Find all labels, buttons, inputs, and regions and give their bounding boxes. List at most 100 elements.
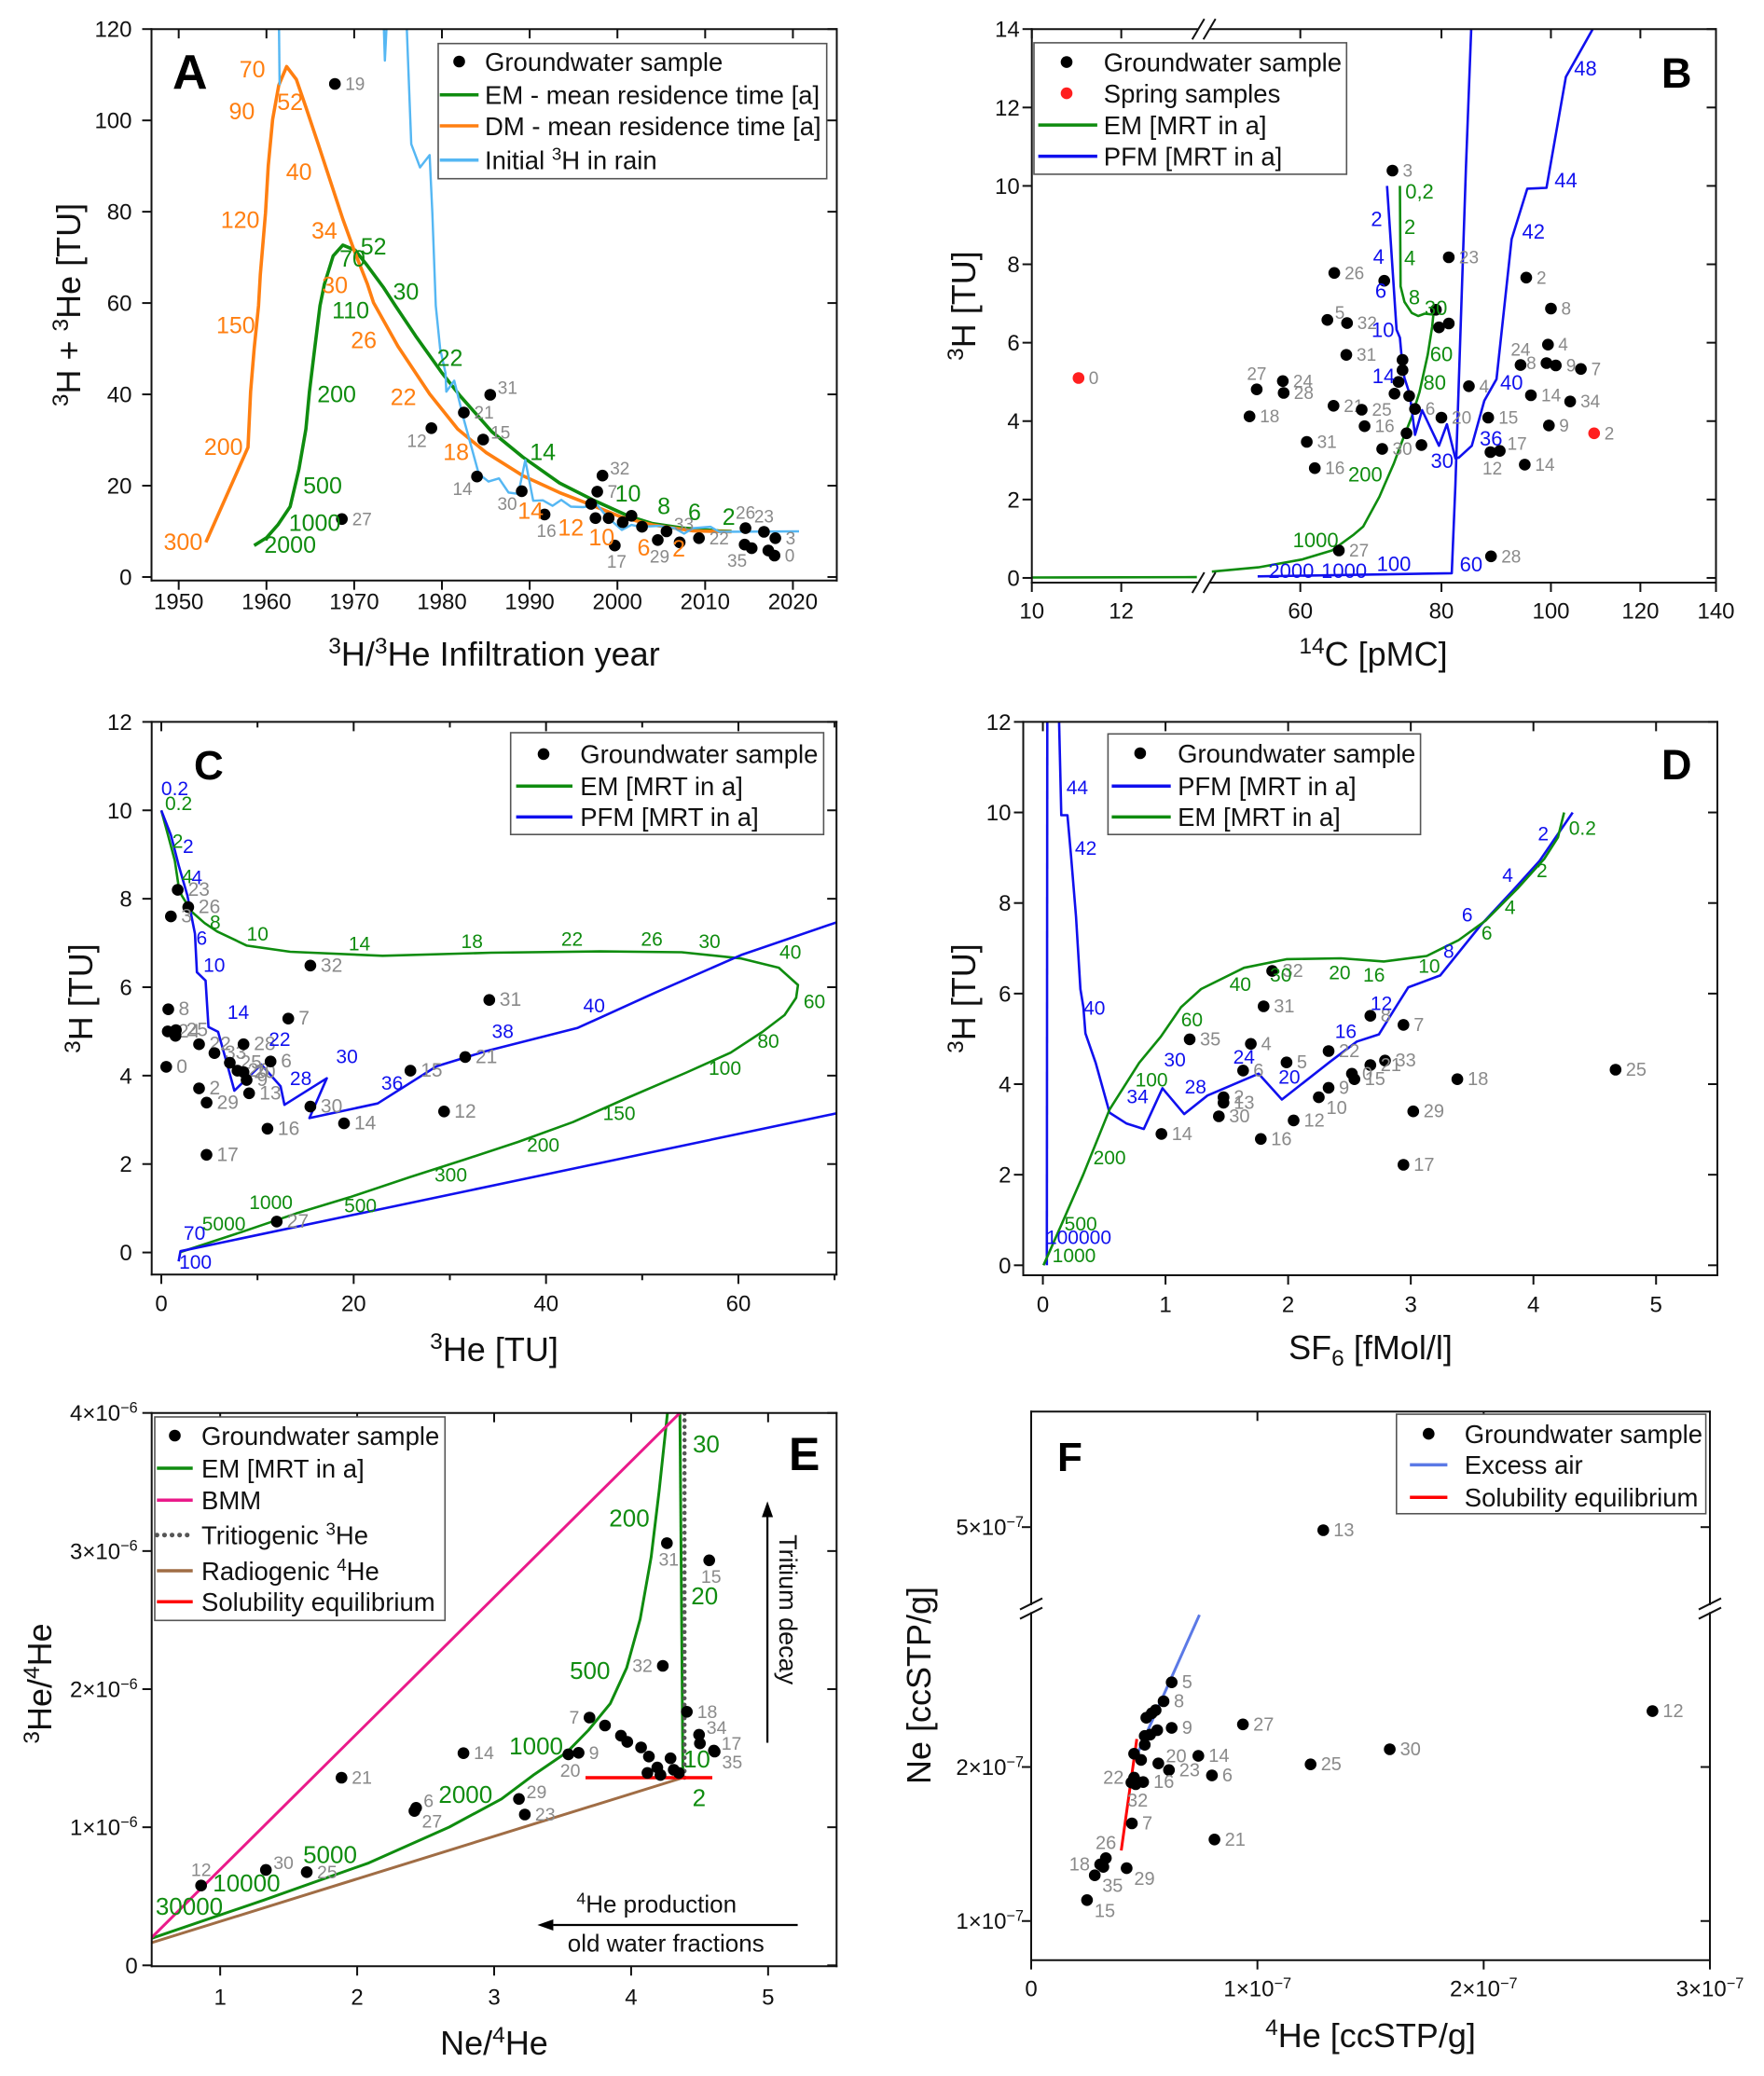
data-point-label: 31: [1274, 997, 1294, 1017]
data-point: [1121, 1862, 1133, 1875]
data-point: [1386, 164, 1399, 177]
curve-label: 2: [1537, 860, 1548, 882]
data-point: [1277, 387, 1290, 399]
data-point: [1328, 267, 1341, 280]
legend-label: PFM [MRT in a]: [1178, 772, 1357, 801]
data-point: [1433, 321, 1445, 334]
data-point-label: 12: [191, 1861, 212, 1881]
curve-label: 100: [1136, 1070, 1168, 1092]
data-point: [745, 542, 758, 555]
axis-break-mark: [1191, 18, 1206, 40]
legend-label: DM - mean residence time [a]: [485, 112, 821, 141]
data-point: [626, 510, 638, 522]
data-point-label: 25: [1626, 1060, 1647, 1080]
text-segment: 1×10: [956, 1909, 1006, 1934]
text-segment: He [ccSTP/g]: [1278, 2016, 1476, 2055]
axes-frame: [1019, 1410, 1722, 1970]
x-axis-title: 14C [pMC]: [1299, 634, 1447, 673]
text-segment: −6: [120, 1400, 138, 1417]
text-segment: 3: [20, 1731, 45, 1744]
data-point-label: 17: [1508, 435, 1527, 455]
curve-label: 28: [290, 1068, 311, 1090]
data-point-label: 20: [1165, 1747, 1186, 1767]
text-segment: Solubility equilibrium: [201, 1588, 435, 1616]
x-axis-title: SF6 [fMol/l]: [1289, 1328, 1453, 1371]
x-tick-label: 1990: [504, 590, 554, 615]
text-segment: Radiogenic: [201, 1557, 337, 1586]
text-segment: He/: [21, 1679, 59, 1731]
legend-label: Solubility equilibrium: [1465, 1483, 1699, 1512]
x-tick-label: 40: [533, 1292, 558, 1317]
text-segment: 2×10: [956, 1755, 1006, 1780]
data-point-label: 26: [736, 504, 755, 524]
data-point-label: 30: [497, 495, 517, 515]
text-segment: −6: [120, 1676, 138, 1693]
data-point-label: 35: [1200, 1029, 1220, 1050]
pfm-curve: [159, 809, 837, 1262]
text-segment: 3: [325, 1519, 335, 1539]
x-tick-label: 4: [625, 1985, 637, 2010]
x-tick-label: 10: [1019, 599, 1044, 625]
y-tick-label: 6: [119, 976, 131, 1001]
legend-label: Initial 3H in rain: [485, 144, 657, 175]
text-segment: 4×10: [70, 1401, 120, 1426]
curve-label: 20: [1278, 1067, 1300, 1089]
data-point: [694, 1737, 706, 1750]
data-point-label: 8: [1526, 354, 1537, 374]
data-point: [1313, 1091, 1325, 1104]
data-point: [585, 498, 598, 510]
data-point-label: 21: [1381, 1055, 1401, 1076]
legend-label: Groundwater sample: [1465, 1420, 1702, 1449]
curve-label: 60: [1181, 1010, 1203, 1031]
data-point-label: 30: [273, 1853, 294, 1874]
data-point-label: 8: [1174, 1692, 1184, 1712]
curve-label: 4: [1505, 898, 1516, 919]
data-point: [656, 1659, 669, 1672]
data-point: [591, 486, 603, 498]
data-point-label: 29: [1134, 1869, 1154, 1890]
data-point: [1192, 1750, 1205, 1762]
y-tick-label: 5×10−7: [956, 1514, 1024, 1541]
data-point-label: 25: [1321, 1754, 1342, 1775]
x-tick-label: 60: [1288, 599, 1313, 625]
data-point: [1358, 419, 1371, 433]
text-segment: old water fractions: [568, 1929, 765, 1957]
data-point: [471, 470, 483, 483]
data-point: [1397, 353, 1409, 366]
panel-letter: D: [1661, 741, 1692, 789]
data-point-label: 16: [1325, 460, 1344, 479]
text-segment: 4: [492, 2023, 505, 2048]
x-tick-label: 1950: [154, 590, 203, 615]
data-point: [655, 1768, 667, 1781]
data-point: [162, 1003, 174, 1015]
data-point: [1157, 1695, 1170, 1708]
y-tick-label: 8: [999, 891, 1011, 916]
curve-label: 40: [779, 942, 801, 964]
bmm-line-path: [151, 1412, 682, 1939]
data-point-label: 27: [352, 510, 372, 529]
data-point: [681, 1706, 693, 1718]
legend-label: Solubility equilibrium: [201, 1588, 435, 1616]
curve-label: 4: [182, 866, 193, 887]
data-point: [1520, 271, 1533, 284]
legend-entry: BMM: [157, 1486, 261, 1515]
data-point: [1280, 1056, 1293, 1068]
data-point-label: 7: [1413, 1015, 1424, 1036]
em-curve-path: [678, 1412, 684, 1779]
data-point-label: 7: [1142, 1814, 1152, 1835]
data-point-label: 6: [1253, 1061, 1263, 1081]
x-tick-label: 3×10−7: [1676, 1975, 1744, 2002]
data-point: [457, 1747, 470, 1759]
text-segment: 3: [328, 634, 341, 659]
y-axis-title: 3H [TU]: [944, 251, 983, 361]
data-point: [1088, 1869, 1101, 1881]
curve-label: 1000: [289, 511, 341, 537]
data-point: [1435, 411, 1448, 424]
text-segment: C [pMC]: [1325, 635, 1448, 673]
curve-label: 30000: [156, 1892, 223, 1920]
data-point: [304, 959, 317, 972]
x-tick-label: 1970: [329, 590, 379, 615]
data-point: [1081, 1894, 1094, 1906]
